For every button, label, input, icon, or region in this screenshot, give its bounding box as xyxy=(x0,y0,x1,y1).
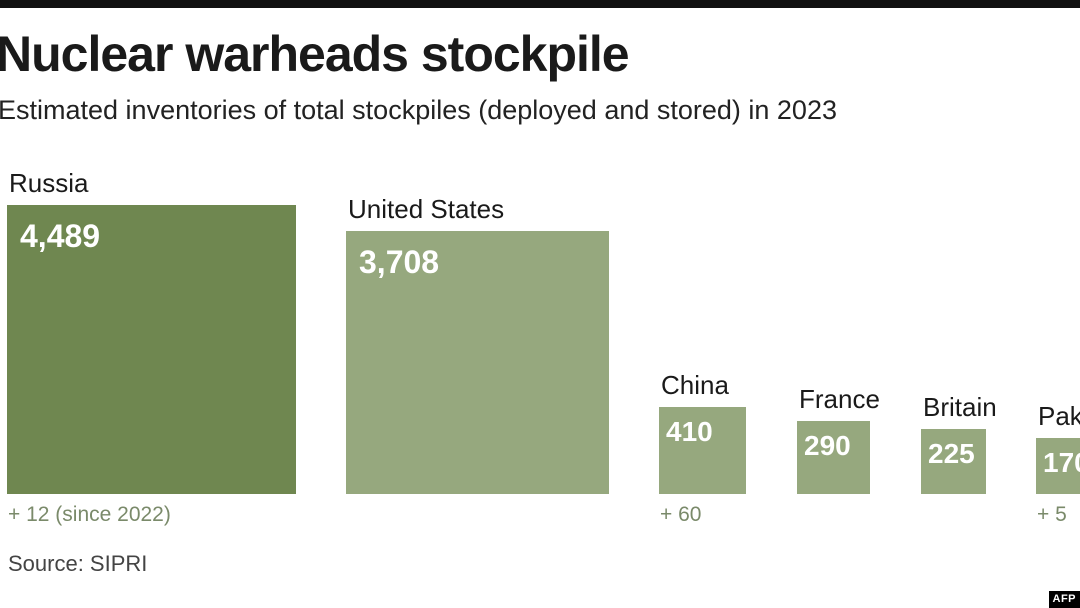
bar-france xyxy=(797,421,870,494)
value-label-russia: 4,489 xyxy=(20,218,101,254)
bar-china xyxy=(659,407,746,494)
change-label-china: + 60 xyxy=(660,503,702,526)
bar-united-states xyxy=(346,231,609,494)
country-label-russia: Russia xyxy=(9,168,89,198)
chart-subtitle: Estimated inventories of total stockpile… xyxy=(0,95,837,125)
afp-credit-badge: AFP xyxy=(1048,591,1080,608)
bar-britain xyxy=(921,429,986,494)
country-label-france: France xyxy=(799,384,880,414)
country-label-china: China xyxy=(661,370,729,400)
country-label-britain: Britain xyxy=(923,392,997,422)
source-note: Source: SIPRI xyxy=(8,551,148,576)
top-rule xyxy=(0,0,1080,8)
country-label-united-states: United States xyxy=(348,194,505,224)
value-label-britain: 225 xyxy=(928,438,975,469)
bar-pakistan xyxy=(1036,438,1080,494)
value-label-china: 410 xyxy=(666,416,713,447)
value-label-pakistan: 170 xyxy=(1043,447,1080,478)
country-label-pakistan: Pakistan xyxy=(1038,401,1080,431)
value-label-united-states: 3,708 xyxy=(359,244,440,280)
change-label-russia: + 12 (since 2022) xyxy=(8,503,171,526)
bar-russia xyxy=(7,205,296,494)
change-label-pakistan: + 5 xyxy=(1037,503,1067,526)
value-label-france: 290 xyxy=(804,430,851,461)
chart-title: Nuclear warheads stockpile xyxy=(0,26,630,82)
